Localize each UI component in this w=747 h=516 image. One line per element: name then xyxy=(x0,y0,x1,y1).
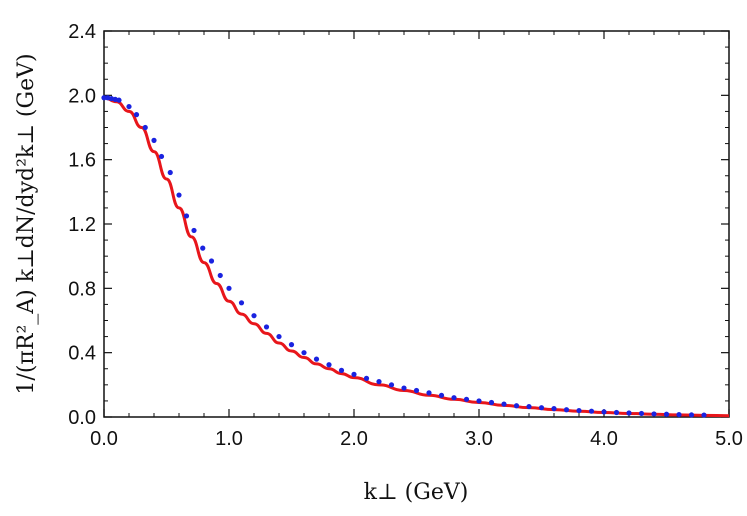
data-point xyxy=(101,95,107,101)
data-point xyxy=(167,169,173,176)
y-tick-label: 2.4 xyxy=(68,21,96,43)
curve-layer xyxy=(103,96,730,418)
data-point xyxy=(563,407,570,413)
data-point xyxy=(613,409,620,416)
plot-frame xyxy=(103,30,730,418)
data-point xyxy=(476,398,482,404)
data-point xyxy=(301,350,307,356)
x-tick-label: 0.0 xyxy=(90,428,118,450)
y-tick-label: 0.8 xyxy=(68,278,96,300)
data-point xyxy=(116,97,122,103)
y-axis-title: 1/(πR²_A) k⊥dN/dyd²k⊥ (GeV) xyxy=(14,53,39,394)
data-point xyxy=(501,401,507,407)
data-point xyxy=(200,245,206,251)
y-tick-label: 1.2 xyxy=(68,214,96,236)
data-point xyxy=(426,390,432,396)
y-tick-label: 0.4 xyxy=(68,343,96,365)
data-point xyxy=(351,371,357,377)
data-point xyxy=(191,227,197,234)
data-point xyxy=(451,395,457,401)
series-line xyxy=(103,96,730,418)
data-point xyxy=(463,396,470,402)
data-point xyxy=(151,137,157,143)
data-point xyxy=(413,387,420,394)
data-point xyxy=(513,403,520,409)
data-point xyxy=(288,342,295,348)
data-point xyxy=(601,409,607,415)
data-point xyxy=(438,392,445,398)
data-point xyxy=(158,153,165,160)
data-point xyxy=(363,375,370,381)
data-point xyxy=(588,408,595,414)
data-point xyxy=(651,411,657,417)
x-tick-label: 3.0 xyxy=(465,428,493,450)
point-layer xyxy=(101,95,707,418)
data-point xyxy=(142,124,148,131)
data-point xyxy=(551,406,557,412)
x-tick-label: 2.0 xyxy=(340,428,368,450)
data-point xyxy=(338,367,345,373)
data-point xyxy=(208,258,215,264)
data-point xyxy=(701,412,707,418)
data-point xyxy=(226,285,232,291)
data-point xyxy=(676,411,682,418)
tick-marks: 0.0 1.0 2.0 3.0 4.0 5.0 0.0 0.4 0.8 1.2 1.6 2.0 2.4 xyxy=(68,21,743,450)
data-point xyxy=(576,407,582,414)
x-tick-label: 1.0 xyxy=(215,428,243,450)
data-point xyxy=(626,410,632,416)
y-tick-label: 1.6 xyxy=(68,150,96,172)
data-point xyxy=(133,112,140,118)
data-point xyxy=(251,313,257,319)
y-tick-label: 2.0 xyxy=(68,85,96,107)
data-point xyxy=(126,103,132,110)
data-point xyxy=(313,356,320,362)
x-tick-label: 5.0 xyxy=(715,428,743,450)
data-point xyxy=(326,362,332,368)
data-point xyxy=(276,333,282,340)
data-point xyxy=(638,410,645,417)
y-tick-label: 0.0 xyxy=(68,407,96,429)
data-point xyxy=(688,412,695,418)
x-axis-title: k⊥ (GeV) xyxy=(364,480,469,505)
data-point xyxy=(176,192,182,198)
data-point xyxy=(183,213,190,219)
data-point xyxy=(376,379,382,385)
data-point xyxy=(526,403,532,410)
data-point xyxy=(663,411,670,417)
data-point xyxy=(217,272,223,279)
data-point xyxy=(538,405,545,411)
data-point xyxy=(401,385,407,391)
data-point xyxy=(263,324,270,330)
data-point xyxy=(388,382,395,388)
x-tick-label: 4.0 xyxy=(590,428,618,450)
data-point xyxy=(488,399,495,406)
data-point xyxy=(238,300,245,306)
